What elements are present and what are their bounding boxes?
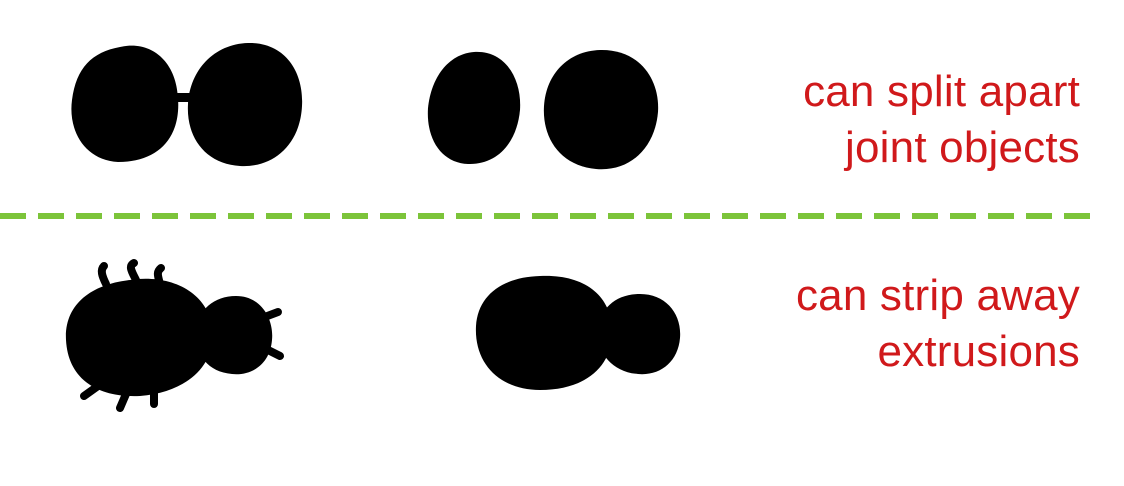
caption-line: extrusions [877,327,1080,376]
bug-extrusions [80,259,284,412]
bug-body [65,278,213,397]
antenna-curl-1 [97,262,110,288]
leg-mid-bottom [116,390,130,412]
leg-left-bottom [80,382,102,400]
caption-line: can split apart [803,67,1080,116]
smoothed-body [475,275,613,390]
right-blob [187,42,303,167]
leg-head-bottom [260,344,284,360]
smoothed-head [597,294,681,375]
left-blob [71,45,179,162]
caption-line: can strip away [795,271,1080,320]
right-separated-blob [543,49,659,170]
caption-line: joint objects [845,123,1080,172]
bug-head [195,296,273,375]
caption-strip-extrusions: can strip away extrusions [796,268,1080,380]
leg-head-top [258,308,282,322]
left-separated-blob [427,51,521,165]
bug-shape-after [475,275,681,390]
antenna-curl-3 [153,264,165,288]
joined-blobs-before [71,42,303,167]
antenna-curl-2 [126,259,140,284]
caption-split-joint-objects: can split apart joint objects [803,64,1080,176]
bug-shape-before [65,278,273,397]
split-blobs-after [427,49,659,170]
